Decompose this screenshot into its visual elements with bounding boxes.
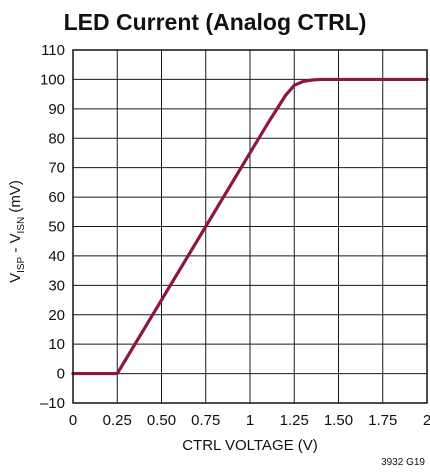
y-tick-label: 10 xyxy=(48,336,65,353)
y-axis-label-part: V xyxy=(7,273,24,283)
y-tick-label: 50 xyxy=(48,219,65,236)
y-tick-label: 20 xyxy=(48,307,65,324)
y-tick-label: 40 xyxy=(48,248,65,265)
y-axis-label-part: (mV) xyxy=(7,180,24,217)
x-tick-label: 0.50 xyxy=(147,412,176,429)
y-tick-label: 30 xyxy=(48,277,65,294)
y-tick-label: 0 xyxy=(57,366,65,383)
figure-code-annotation: 3932 G19 xyxy=(381,457,425,468)
x-tick-label: 0.25 xyxy=(103,412,132,429)
y-tick-label: 70 xyxy=(48,160,65,177)
y-tick-label: 110 xyxy=(41,42,65,59)
x-tick-label: 1.25 xyxy=(280,412,309,429)
series-line xyxy=(71,77,429,376)
y-tick-label: 80 xyxy=(48,130,65,147)
y-axis-ticks: –10 0 10 20 30 40 50 60 70 80 90 100 110 xyxy=(40,42,65,412)
x-tick-label: 1 xyxy=(246,412,254,429)
plot-series xyxy=(71,77,429,376)
y-tick-label: 100 xyxy=(40,71,65,88)
x-tick-label: 0 xyxy=(69,412,77,429)
x-tick-label: 1.75 xyxy=(368,412,397,429)
grid-lines xyxy=(72,49,428,404)
x-tick-label: 0.75 xyxy=(191,412,220,429)
x-axis-label: CTRL VOLTAGE (V) xyxy=(182,437,318,454)
y-axis-label: VISP - VISN (mV) xyxy=(7,180,27,283)
x-tick-label: 1.50 xyxy=(324,412,353,429)
y-axis-label-subscript: ISN xyxy=(16,217,27,234)
x-axis-ticks: 0 0.25 0.50 0.75 1 1.25 1.50 1.75 2 xyxy=(69,412,430,429)
plot-border xyxy=(72,49,428,404)
plot-frame xyxy=(72,49,428,404)
y-axis-label-subscript: ISP xyxy=(16,256,27,272)
y-tick-label: 90 xyxy=(48,101,65,118)
y-tick-label: –10 xyxy=(40,395,65,412)
y-axis-label-part: - V xyxy=(7,233,24,256)
y-tick-label: 60 xyxy=(48,189,65,206)
chart-title: LED Current (Analog CTRL) xyxy=(64,9,367,35)
x-tick-label: 2 xyxy=(423,412,430,429)
